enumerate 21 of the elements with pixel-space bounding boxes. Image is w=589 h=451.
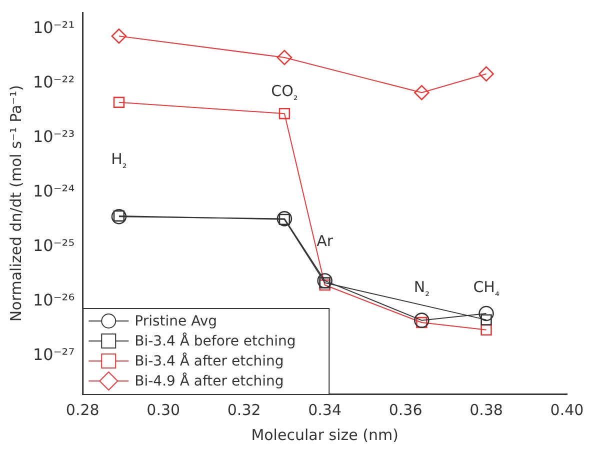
annotation: Ar <box>316 232 334 250</box>
x-tick-label: 0.36 <box>388 400 422 419</box>
y-tick-label: 10⁻²⁷ <box>32 345 75 364</box>
x-tick-label: 0.40 <box>550 400 584 419</box>
x-axis-title: Molecular size (nm) <box>251 426 398 444</box>
x-tick-label: 0.34 <box>308 400 342 419</box>
y-tick-label: 10⁻²⁵ <box>32 236 75 256</box>
y-tick-label: 10⁻²³ <box>32 127 75 146</box>
y-tick-label: 10⁻²¹ <box>32 18 75 38</box>
legend-label: Bi-3.4 Å before etching <box>134 332 296 350</box>
x-tick-label: 0.38 <box>470 400 503 419</box>
y-tick-label: 10⁻²⁴ <box>32 182 75 201</box>
x-tick-label: 0.28 <box>66 400 100 419</box>
legend-label: Pristine Avg <box>134 314 218 330</box>
y-axis-title: Normalized dn/dt (mol s⁻¹ Pa⁻¹) <box>6 85 25 322</box>
legend-label: Bi-3.4 Å after etching <box>134 352 284 370</box>
y-tick-label: 10⁻²² <box>32 72 75 92</box>
legend-label: Bi-4.9 Å after etching <box>134 372 284 390</box>
x-tick-label: 0.30 <box>146 400 180 419</box>
y-tick-label: 10⁻²⁶ <box>32 290 75 310</box>
x-tick-label: 0.32 <box>227 400 261 419</box>
